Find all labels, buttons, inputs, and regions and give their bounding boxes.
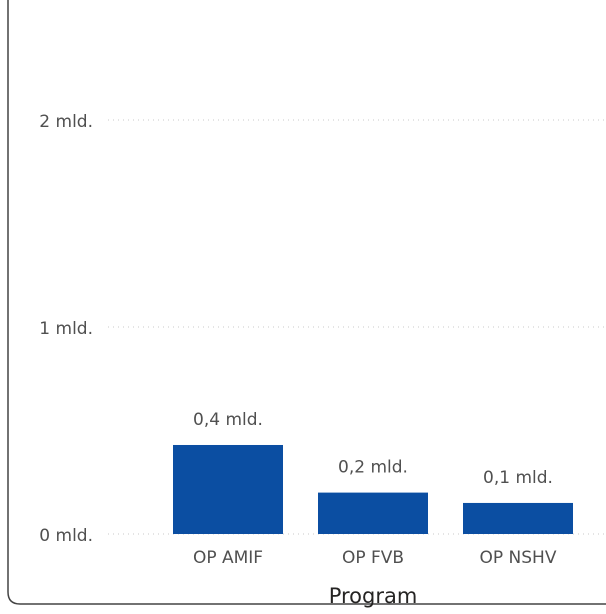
data-label: 0,4 mld.	[193, 410, 263, 430]
x-axis-title: Program	[329, 584, 418, 608]
bars	[173, 444, 573, 534]
x-axis: OP AMIF OP FVB OP NSHV	[193, 548, 557, 568]
data-label: 0,2 mld.	[338, 458, 408, 478]
data-labels: 0,4 mld. 0,2 mld. 0,1 mld.	[193, 410, 553, 488]
category-label: OP NSHV	[480, 548, 557, 568]
bar[interactable]	[318, 492, 428, 534]
category-label: OP FVB	[342, 548, 404, 568]
y-axis: 0 mld. 1 mld. 2 mld.	[39, 112, 93, 546]
y-tick-label: 0 mld.	[39, 526, 93, 546]
y-tick-label: 1 mld.	[39, 319, 93, 339]
y-tick-label: 2 mld.	[39, 112, 93, 132]
bar[interactable]	[463, 502, 573, 534]
card-border	[7, 0, 606, 605]
data-label: 0,1 mld.	[483, 468, 553, 488]
category-label: OP AMIF	[193, 548, 263, 568]
bar[interactable]	[173, 444, 283, 534]
